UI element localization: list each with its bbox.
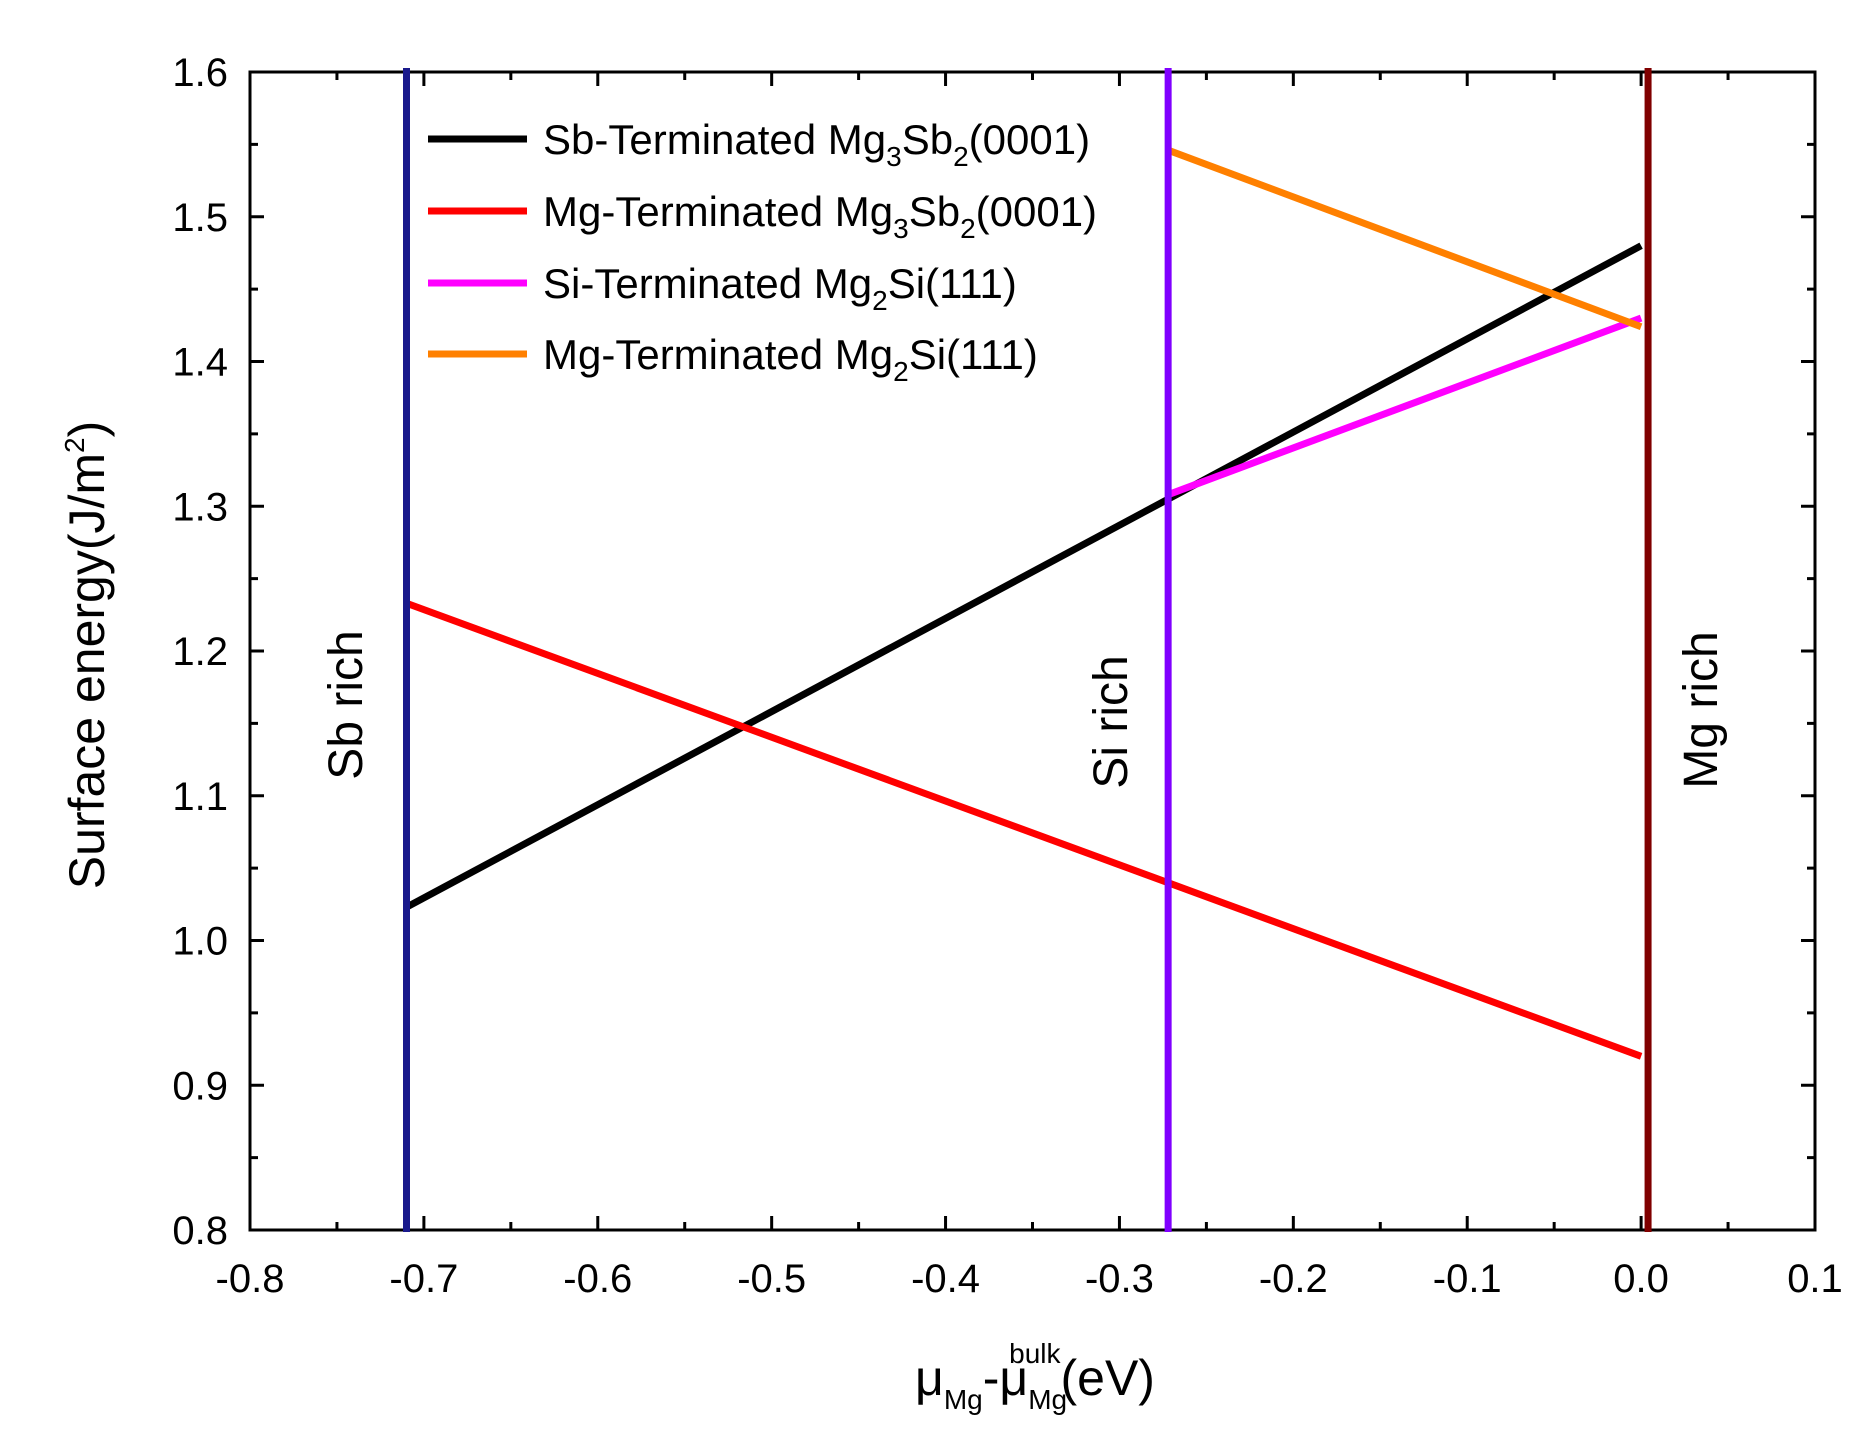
minor-ticks <box>250 72 1815 1230</box>
x-tick-label: -0.8 <box>216 1257 285 1301</box>
x-tick-labels: -0.8 -0.7 -0.6 -0.5 -0.4 -0.3 -0.2 -0.1 0.0 0.1 <box>216 1257 1843 1301</box>
series-line-3 <box>1166 146 1643 331</box>
y-tick-label: 1.2 <box>172 630 228 674</box>
y-tick-labels: 0.8 0.9 1.0 1.1 1.2 1.3 1.4 1.5 1.6 <box>172 51 228 1253</box>
x-tick-label: -0.3 <box>1085 1257 1154 1301</box>
region-label-mg-rich: Mg rich <box>1675 631 1728 788</box>
major-ticks <box>248 70 1817 1232</box>
x-axis-title: μMg-μMgbulk(eV) <box>915 1338 1155 1415</box>
y-tick-label: 1.6 <box>172 51 228 95</box>
region-label-sb-rich: Sb rich <box>320 630 373 779</box>
x-tick-label: -0.4 <box>911 1257 980 1301</box>
y-tick-label: 1.3 <box>172 485 228 529</box>
y-tick-label: 1.5 <box>172 196 228 240</box>
x-tick-label: -0.5 <box>737 1257 806 1301</box>
region-label-si-rich: Si rich <box>1085 655 1138 788</box>
x-tick-label: 0.1 <box>1787 1257 1843 1301</box>
x-tick-label: -0.2 <box>1259 1257 1328 1301</box>
region-boundary-lines <box>403 68 1652 1232</box>
x-tick-label: -0.7 <box>389 1257 458 1301</box>
legend-label-mg-mg3sb2: Mg-Terminated Mg3Sb2(0001) <box>543 188 1097 244</box>
y-axis-title: Surface energy(J/m2) <box>59 421 115 890</box>
series-line-2 <box>1166 314 1643 498</box>
y-tick-label: 0.8 <box>172 1209 228 1253</box>
series-line-0 <box>404 242 1643 911</box>
y-tick-label: 0.9 <box>172 1064 228 1108</box>
y-tick-label: 1.1 <box>172 775 228 819</box>
x-tick-label: -0.1 <box>1433 1257 1502 1301</box>
legend-label-mg-mg2si: Mg-Terminated Mg2Si(111) <box>543 331 1038 387</box>
series-lines <box>404 146 1643 1060</box>
x-tick-label: -0.6 <box>563 1257 632 1301</box>
x-tick-label: 0.0 <box>1613 1257 1669 1301</box>
y-tick-label: 1.0 <box>172 920 228 964</box>
y-tick-label: 1.4 <box>172 341 228 385</box>
legend-label-sb-mg3sb2: Sb-Terminated Mg3Sb2(0001) <box>543 116 1090 172</box>
series-line-1 <box>405 599 1643 1060</box>
legend: Sb-Terminated Mg3Sb2(0001) Mg-Terminated… <box>428 116 1097 387</box>
legend-label-si-mg2si: Si-Terminated Mg2Si(111) <box>543 260 1017 316</box>
